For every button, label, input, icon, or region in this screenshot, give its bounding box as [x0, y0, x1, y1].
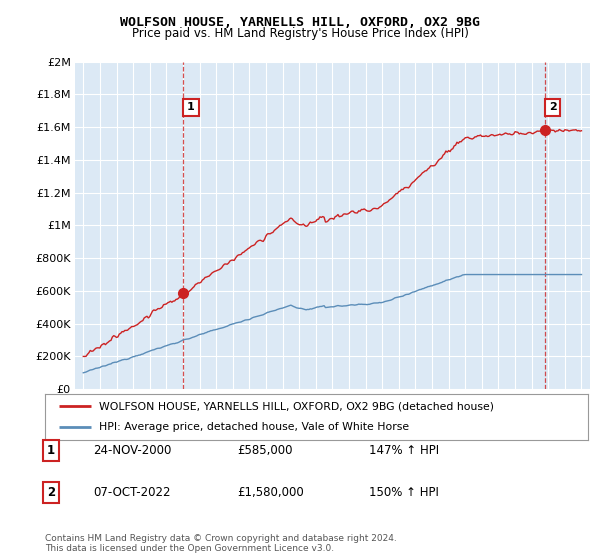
Text: £1,580,000: £1,580,000	[237, 486, 304, 500]
Text: 2: 2	[549, 102, 557, 113]
Text: 150% ↑ HPI: 150% ↑ HPI	[369, 486, 439, 500]
Text: Price paid vs. HM Land Registry's House Price Index (HPI): Price paid vs. HM Land Registry's House …	[131, 27, 469, 40]
Text: 1: 1	[187, 102, 195, 113]
Text: WOLFSON HOUSE, YARNELLS HILL, OXFORD, OX2 9BG: WOLFSON HOUSE, YARNELLS HILL, OXFORD, OX…	[120, 16, 480, 29]
Text: £585,000: £585,000	[237, 444, 293, 458]
Text: WOLFSON HOUSE, YARNELLS HILL, OXFORD, OX2 9BG (detached house): WOLFSON HOUSE, YARNELLS HILL, OXFORD, OX…	[100, 401, 494, 411]
Text: 2: 2	[47, 486, 55, 500]
Text: HPI: Average price, detached house, Vale of White Horse: HPI: Average price, detached house, Vale…	[100, 422, 409, 432]
Text: 1: 1	[47, 444, 55, 458]
Text: Contains HM Land Registry data © Crown copyright and database right 2024.
This d: Contains HM Land Registry data © Crown c…	[45, 534, 397, 553]
Text: 147% ↑ HPI: 147% ↑ HPI	[369, 444, 439, 458]
Text: 07-OCT-2022: 07-OCT-2022	[93, 486, 170, 500]
Text: 24-NOV-2000: 24-NOV-2000	[93, 444, 172, 458]
